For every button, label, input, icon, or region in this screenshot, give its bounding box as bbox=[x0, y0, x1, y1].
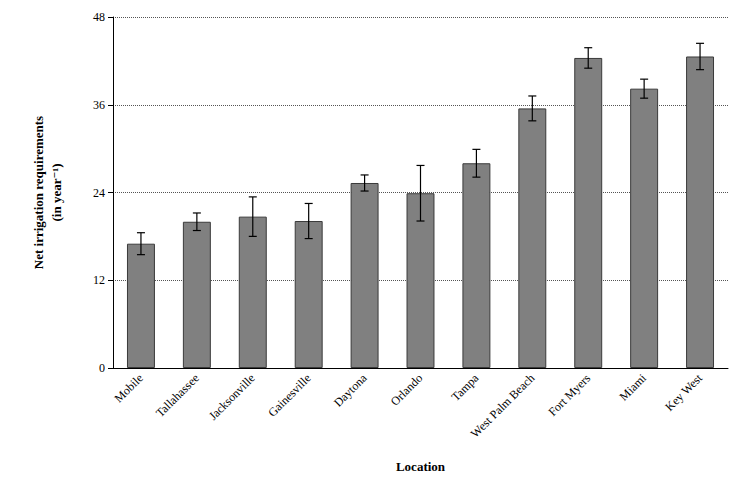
svg-text:0: 0 bbox=[99, 361, 105, 375]
svg-text:Tampa: Tampa bbox=[449, 371, 482, 404]
svg-text:24: 24 bbox=[93, 186, 105, 200]
svg-text:36: 36 bbox=[93, 98, 105, 112]
svg-text:Orlando: Orlando bbox=[388, 371, 426, 409]
svg-text:Fort Myers: Fort Myers bbox=[545, 371, 593, 419]
svg-text:(in year⁻¹): (in year⁻¹) bbox=[49, 163, 64, 221]
svg-text:Key West: Key West bbox=[662, 371, 705, 414]
svg-text:12: 12 bbox=[93, 273, 105, 287]
svg-text:Mobile: Mobile bbox=[112, 371, 146, 405]
svg-text:Miami: Miami bbox=[617, 371, 650, 404]
svg-text:Location: Location bbox=[396, 459, 446, 474]
svg-text:Gainesville: Gainesville bbox=[265, 371, 314, 420]
svg-text:West Palm Beach: West Palm Beach bbox=[468, 371, 537, 440]
svg-text:48: 48 bbox=[93, 10, 105, 24]
svg-text:Jacksonville: Jacksonville bbox=[206, 371, 258, 423]
svg-text:Daytona: Daytona bbox=[331, 371, 370, 410]
svg-text:Net irrigation requirements: Net irrigation requirements bbox=[31, 116, 46, 269]
svg-text:Tallahassee: Tallahassee bbox=[153, 371, 202, 420]
